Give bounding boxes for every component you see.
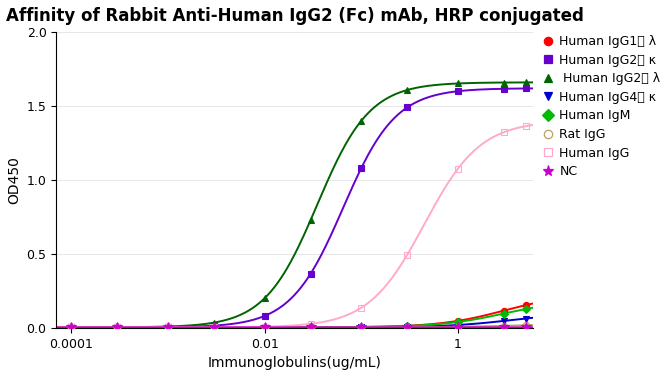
Legend: Human IgG1， λ, Human IgG2， κ,  Human IgG2， λ, Human IgG4， κ, Human IgM, Rat IgG,: Human IgG1， λ, Human IgG2， κ, Human IgG2…: [539, 32, 663, 181]
Y-axis label: OD450: OD450: [7, 156, 21, 204]
Title: Affinity of Rabbit Anti-Human IgG2 (Fc) mAb, HRP conjugated: Affinity of Rabbit Anti-Human IgG2 (Fc) …: [6, 7, 584, 25]
X-axis label: Immunoglobulins(ug/mL): Immunoglobulins(ug/mL): [208, 356, 382, 370]
